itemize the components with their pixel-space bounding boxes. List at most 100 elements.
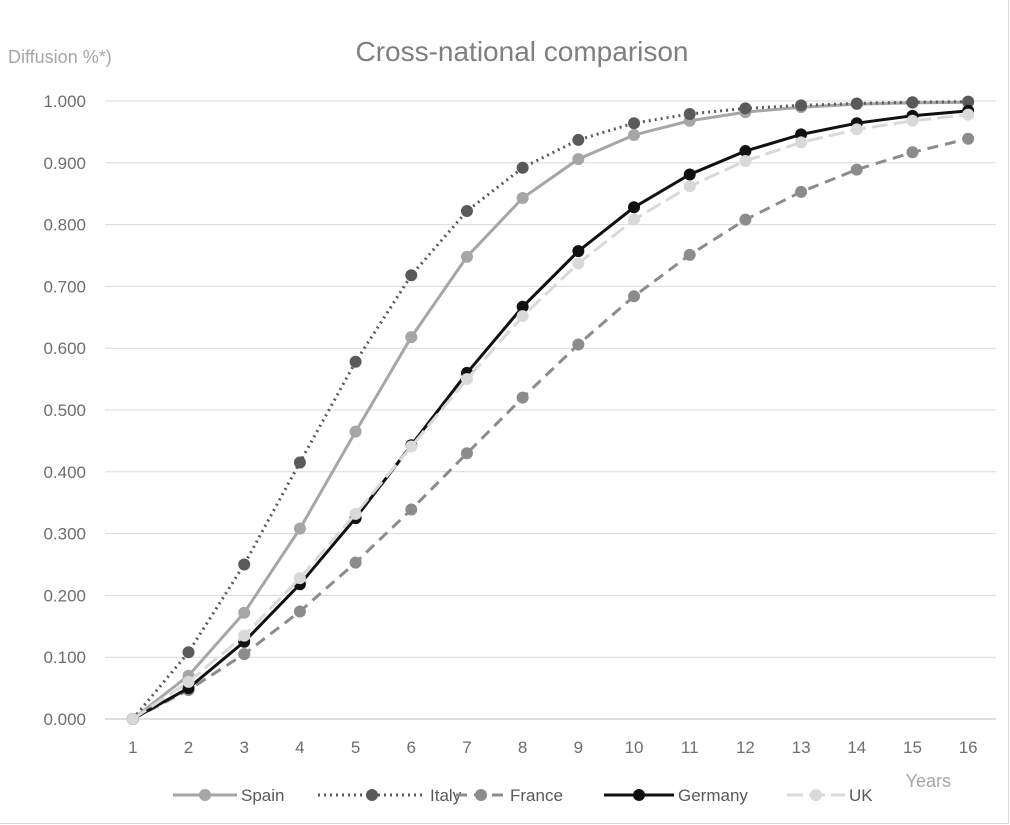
data-point (850, 123, 863, 136)
legend-label: UK (849, 786, 873, 805)
legend-label: Italy (430, 786, 462, 805)
series-line (132, 109, 969, 721)
x-tick-labels: 1 2 3 4 5 6 7 8 9 10 11 12 13 14 15 16 (128, 738, 978, 757)
legend-swatch-marker (810, 789, 822, 801)
legend-label: France (510, 786, 563, 805)
data-point (182, 675, 195, 688)
series-france (126, 132, 975, 725)
x-tick-label: 6 (407, 738, 416, 757)
data-point (683, 168, 696, 181)
data-point (293, 572, 306, 585)
y-tick-label: 0.000 (43, 710, 86, 729)
x-tick-label: 14 (847, 738, 866, 757)
y-tick-label: 0.900 (43, 154, 86, 173)
x-tick-label: 13 (792, 738, 811, 757)
data-point (850, 163, 863, 176)
data-point (739, 145, 752, 158)
data-point (628, 290, 641, 303)
series-germany (126, 104, 975, 725)
legend-label: Spain (241, 786, 284, 805)
x-tick-label: 3 (239, 738, 248, 757)
legend-label: Germany (678, 786, 748, 805)
data-point (962, 95, 975, 108)
data-point (962, 132, 975, 145)
data-point (572, 153, 585, 166)
data-point (516, 391, 529, 404)
chart-title: Cross-national comparison (355, 36, 688, 67)
data-point (516, 300, 529, 313)
data-point (795, 99, 808, 112)
data-point (572, 257, 585, 270)
x-tick-label: 7 (462, 738, 471, 757)
data-point (238, 629, 251, 642)
data-point (349, 507, 362, 520)
x-axis-title: Years (906, 771, 951, 791)
y-axis-title: Diffusion %*) (8, 47, 112, 67)
legend-item-germany: Germany (604, 786, 748, 805)
data-point (405, 440, 418, 453)
data-point (460, 250, 473, 263)
data-point (460, 447, 473, 460)
y-tick-label: 0.200 (43, 586, 86, 605)
x-tick-label: 5 (351, 738, 360, 757)
x-tick-label: 15 (903, 738, 922, 757)
x-tick-label: 2 (184, 738, 193, 757)
data-point (683, 248, 696, 261)
y-tick-label: 0.400 (43, 463, 86, 482)
data-point (349, 556, 362, 569)
data-point (572, 338, 585, 351)
data-point (238, 648, 251, 661)
data-point (572, 245, 585, 258)
legend-swatch-marker (633, 789, 645, 801)
plot-area (126, 95, 975, 725)
series-line (131, 113, 969, 721)
y-tick-label: 0.300 (43, 525, 86, 544)
data-point (293, 605, 306, 618)
data-point (238, 606, 251, 619)
data-point (126, 713, 139, 725)
series-line (131, 100, 969, 720)
data-point (962, 108, 975, 121)
data-point (516, 161, 529, 174)
legend-item-spain: Spain (173, 786, 284, 805)
x-tick-label: 10 (625, 738, 644, 757)
data-point (349, 425, 362, 438)
data-point (906, 96, 919, 109)
data-point (628, 201, 641, 214)
x-tick-label: 11 (681, 738, 699, 757)
y-tick-label: 0.700 (43, 277, 86, 296)
data-point (906, 146, 919, 159)
legend-item-uk: UK (787, 786, 873, 805)
data-point (795, 136, 808, 149)
data-point (572, 133, 585, 146)
data-point (405, 503, 418, 516)
data-point (293, 456, 306, 469)
x-tick-label: 12 (736, 738, 755, 757)
legend-swatch-marker (366, 789, 378, 801)
x-tick-label: 4 (295, 738, 304, 757)
data-point (516, 192, 529, 205)
y-tick-label: 0.500 (43, 401, 86, 420)
x-tick-label: 8 (518, 738, 527, 757)
data-point (349, 355, 362, 368)
data-point (238, 558, 251, 571)
data-point (460, 373, 473, 386)
data-point (683, 180, 696, 193)
x-tick-label: 1 (128, 738, 137, 757)
y-tick-label: 1.000 (43, 92, 86, 111)
legend: Spain Italy France Germany UK (173, 786, 873, 805)
y-tick-label: 0.800 (43, 216, 86, 235)
data-point (739, 213, 752, 226)
data-point (405, 331, 418, 344)
series-line (132, 137, 969, 721)
data-point (293, 522, 306, 535)
gridlines (105, 100, 996, 720)
legend-item-italy: Italy (318, 786, 462, 805)
data-point (405, 269, 418, 282)
data-point (795, 185, 808, 198)
x-tick-label: 9 (574, 738, 583, 757)
data-point (182, 646, 195, 659)
y-tick-labels: 0.000 0.100 0.200 0.300 0.400 0.500 0.600 0.700… (43, 92, 86, 729)
